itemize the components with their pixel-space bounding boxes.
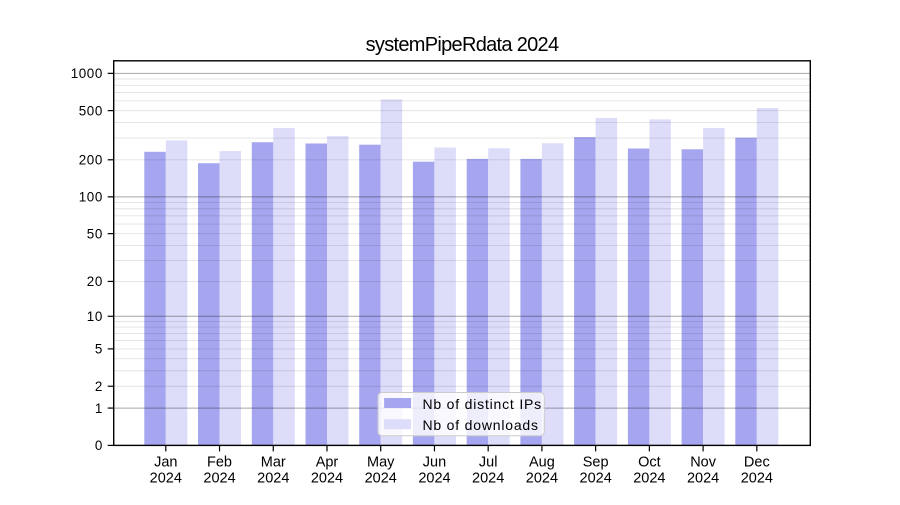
- svg-text:50: 50: [87, 226, 103, 241]
- svg-text:Aug: Aug: [529, 455, 555, 471]
- svg-text:1000: 1000: [71, 66, 103, 81]
- svg-text:2024: 2024: [741, 470, 773, 486]
- svg-text:Dec: Dec: [744, 455, 770, 471]
- svg-text:Nov: Nov: [690, 455, 717, 471]
- svg-text:Jan: Jan: [154, 455, 177, 471]
- svg-text:2024: 2024: [257, 470, 289, 486]
- svg-text:Nb of distinct IPs: Nb of distinct IPs: [423, 396, 542, 412]
- svg-text:Jul: Jul: [479, 455, 498, 471]
- svg-text:2024: 2024: [311, 470, 343, 486]
- svg-text:2024: 2024: [687, 470, 719, 486]
- svg-text:Jun: Jun: [423, 455, 446, 471]
- svg-text:Nb of downloads: Nb of downloads: [423, 417, 539, 433]
- svg-text:2024: 2024: [365, 470, 397, 486]
- svg-text:Apr: Apr: [316, 455, 339, 471]
- svg-text:2024: 2024: [150, 470, 182, 486]
- svg-text:1: 1: [95, 401, 103, 416]
- svg-text:200: 200: [79, 153, 103, 168]
- svg-text:Sep: Sep: [583, 455, 609, 471]
- svg-text:2024: 2024: [203, 470, 235, 486]
- svg-text:2024: 2024: [418, 470, 450, 486]
- svg-text:Oct: Oct: [638, 455, 661, 471]
- svg-text:10: 10: [87, 309, 103, 324]
- svg-text:Feb: Feb: [207, 455, 232, 471]
- svg-text:100: 100: [79, 190, 103, 205]
- svg-text:2: 2: [95, 379, 103, 394]
- svg-text:0: 0: [95, 438, 103, 453]
- svg-text:2024: 2024: [472, 470, 504, 486]
- svg-text:May: May: [367, 455, 395, 471]
- svg-text:20: 20: [87, 274, 103, 289]
- svg-text:2024: 2024: [526, 470, 558, 486]
- svg-text:systemPipeRdata 2024: systemPipeRdata 2024: [366, 34, 559, 56]
- svg-text:2024: 2024: [633, 470, 665, 486]
- svg-text:5: 5: [95, 342, 103, 357]
- svg-text:Mar: Mar: [261, 455, 286, 471]
- svg-text:500: 500: [79, 103, 103, 118]
- svg-text:2024: 2024: [580, 470, 612, 486]
